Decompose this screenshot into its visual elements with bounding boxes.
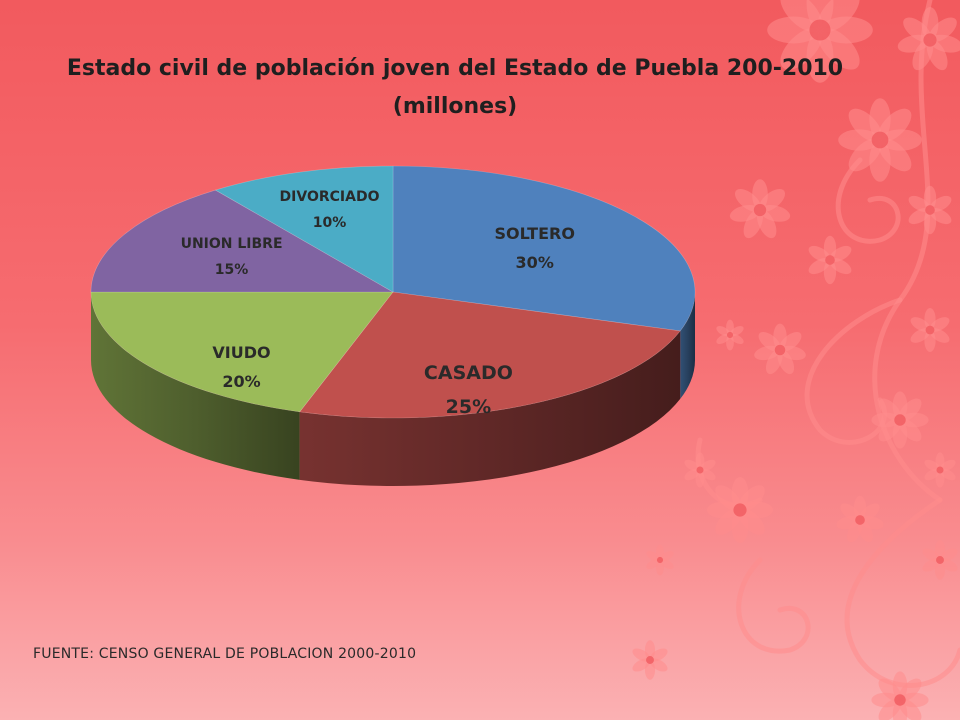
slice-category: SOLTERO xyxy=(494,224,575,244)
source-note: FUENTE: CENSO GENERAL DE POBLACION 2000-… xyxy=(33,646,417,662)
flower-shape xyxy=(922,540,958,580)
vine-curl xyxy=(844,497,960,688)
flower-shape xyxy=(646,544,674,576)
slice-category: UNION LIBRE xyxy=(180,236,283,253)
pie-side-viudo xyxy=(91,292,300,480)
pie-side-soltero xyxy=(680,292,695,399)
flower-shape xyxy=(871,671,929,720)
flower-shape xyxy=(716,319,744,351)
vine-curl xyxy=(872,0,943,503)
flower-shape xyxy=(871,391,929,449)
slice-label-divorciado: DIVORCIADO 10% xyxy=(280,185,380,235)
flower-shape xyxy=(707,477,773,543)
pie-slice-divorciado xyxy=(214,165,394,293)
slice-category: VIUDO xyxy=(212,343,271,363)
flower-shape xyxy=(838,98,922,182)
flower-shape xyxy=(632,640,668,680)
pie-slice-soltero xyxy=(392,165,696,332)
slice-percent: 15% xyxy=(214,261,249,278)
vine-curl xyxy=(835,157,901,244)
flower-shape xyxy=(924,452,956,488)
pie-side-walls xyxy=(91,292,695,486)
flower-shape xyxy=(767,0,873,83)
pie-slice-casado xyxy=(299,291,681,419)
slice-percent: 30% xyxy=(515,253,554,273)
chart-title-line1: Estado civil de población joven del Esta… xyxy=(66,56,844,81)
flower-shape xyxy=(836,495,884,543)
pie-slice-viudo xyxy=(90,291,394,413)
flower-shape xyxy=(897,7,960,71)
vine-curl xyxy=(736,557,811,654)
flower-shape xyxy=(910,308,950,352)
slice-label-viudo: VIUDO 20% xyxy=(212,339,270,397)
slice-category: DIVORCIADO xyxy=(279,189,380,206)
slice-label-union-libre: UNION LIBRE 15% xyxy=(181,232,283,282)
slice-category: CASADO xyxy=(423,361,513,384)
pie-top-faces xyxy=(90,165,696,419)
flower-shape xyxy=(684,452,716,488)
chart-title-line2: (millones) xyxy=(392,94,518,119)
slice-percent: 10% xyxy=(312,214,347,231)
slice-percent: 25% xyxy=(445,395,492,418)
pie-side-casado xyxy=(299,330,681,486)
slice-label-soltero: SOLTERO 30% xyxy=(494,220,574,278)
slice-label-casado: CASADO 25% xyxy=(424,356,513,424)
flower-shape xyxy=(908,185,952,235)
flower-shape xyxy=(729,179,791,239)
pie-slice-union-libre xyxy=(90,189,395,293)
flower-shape xyxy=(808,235,852,285)
flower-shape xyxy=(754,323,806,375)
slice-percent: 20% xyxy=(222,371,261,391)
vine-curl xyxy=(804,297,903,445)
chart-title: Estado civil de población joven del Esta… xyxy=(20,50,890,126)
